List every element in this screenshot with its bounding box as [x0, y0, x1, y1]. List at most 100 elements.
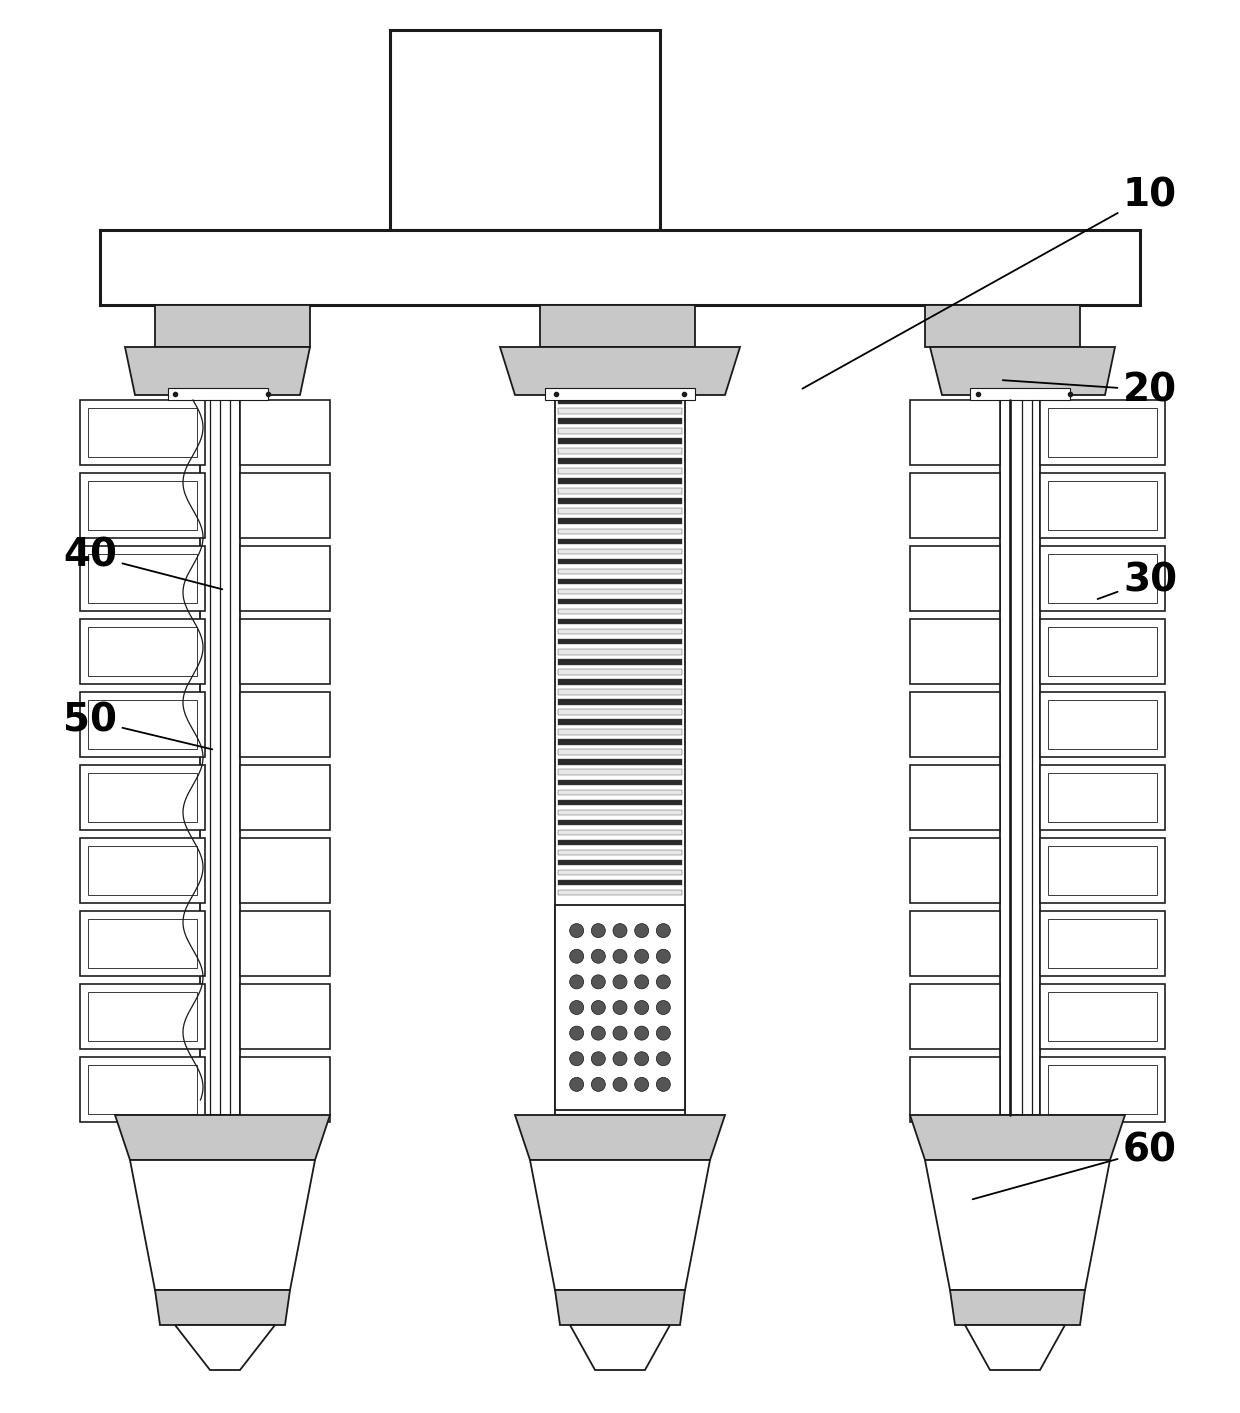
Bar — [88, 554, 197, 603]
Bar — [558, 418, 682, 424]
Bar — [558, 548, 682, 554]
Bar — [1040, 764, 1166, 829]
Circle shape — [569, 1051, 584, 1065]
Bar — [1048, 627, 1157, 675]
Bar — [910, 838, 999, 903]
Bar — [910, 473, 999, 538]
Circle shape — [635, 950, 649, 964]
Polygon shape — [125, 348, 310, 396]
Bar — [558, 599, 682, 605]
Bar — [88, 627, 197, 675]
Bar — [1048, 554, 1157, 603]
Circle shape — [635, 975, 649, 989]
Bar — [241, 400, 330, 465]
Bar — [556, 904, 684, 1111]
Polygon shape — [925, 1160, 1110, 1290]
Circle shape — [635, 1077, 649, 1091]
Circle shape — [569, 1026, 584, 1040]
Bar — [1040, 619, 1166, 684]
Circle shape — [613, 950, 627, 964]
Bar — [999, 396, 1040, 1115]
Polygon shape — [910, 1115, 1125, 1160]
Circle shape — [591, 1000, 605, 1015]
Bar — [1040, 911, 1166, 976]
Bar — [81, 400, 205, 465]
Bar — [1040, 838, 1166, 903]
Bar — [558, 639, 682, 644]
Bar — [81, 619, 205, 684]
Bar — [558, 880, 682, 886]
Polygon shape — [950, 1290, 1085, 1325]
Polygon shape — [556, 1290, 684, 1325]
Polygon shape — [515, 1115, 725, 1160]
Polygon shape — [570, 1325, 670, 1371]
Bar — [558, 589, 682, 595]
Bar — [241, 1057, 330, 1122]
Bar — [558, 538, 682, 544]
Circle shape — [656, 1026, 671, 1040]
Bar — [558, 719, 682, 725]
Bar — [558, 709, 682, 715]
Bar — [1040, 983, 1166, 1048]
Bar — [558, 408, 682, 414]
Bar — [558, 890, 682, 896]
Bar — [558, 649, 682, 654]
Bar — [100, 230, 1140, 305]
Circle shape — [635, 1051, 649, 1065]
Bar — [558, 609, 682, 615]
Bar — [558, 749, 682, 755]
Circle shape — [656, 1051, 671, 1065]
Text: 30: 30 — [1097, 561, 1177, 599]
Bar — [1048, 408, 1157, 456]
Bar — [88, 699, 197, 749]
Bar — [81, 911, 205, 976]
Bar — [558, 558, 682, 564]
Bar — [558, 820, 682, 825]
Polygon shape — [115, 1115, 330, 1160]
Polygon shape — [500, 348, 740, 396]
Bar — [1048, 699, 1157, 749]
Bar — [167, 389, 268, 400]
Text: 50: 50 — [63, 701, 212, 749]
Circle shape — [569, 1077, 584, 1091]
Bar — [558, 680, 682, 685]
Circle shape — [635, 1026, 649, 1040]
Circle shape — [591, 975, 605, 989]
Bar — [241, 545, 330, 610]
Polygon shape — [965, 1325, 1065, 1371]
Bar — [81, 473, 205, 538]
Bar — [558, 519, 682, 524]
Bar — [546, 389, 694, 400]
Bar — [81, 983, 205, 1048]
Circle shape — [656, 1000, 671, 1015]
Circle shape — [569, 924, 584, 938]
Circle shape — [569, 950, 584, 964]
Bar — [88, 918, 197, 968]
Bar — [81, 838, 205, 903]
Bar — [88, 408, 197, 456]
Bar — [1048, 918, 1157, 968]
Bar — [558, 438, 682, 444]
Bar — [558, 619, 682, 625]
Bar — [558, 509, 682, 514]
Polygon shape — [130, 1160, 315, 1290]
Bar — [558, 579, 682, 584]
Bar — [1048, 992, 1157, 1041]
Bar — [81, 764, 205, 829]
Bar — [970, 389, 1070, 400]
Bar — [558, 849, 682, 855]
Bar — [558, 861, 682, 865]
Polygon shape — [529, 1160, 711, 1290]
Bar — [558, 458, 682, 463]
Bar — [88, 846, 197, 894]
Bar — [1040, 400, 1166, 465]
Bar — [910, 983, 999, 1048]
Bar — [155, 305, 310, 348]
Polygon shape — [155, 1290, 290, 1325]
Circle shape — [635, 1000, 649, 1015]
Bar — [241, 838, 330, 903]
Bar — [1048, 773, 1157, 822]
Text: 40: 40 — [63, 536, 222, 589]
Bar — [1040, 545, 1166, 610]
Bar — [81, 1057, 205, 1122]
